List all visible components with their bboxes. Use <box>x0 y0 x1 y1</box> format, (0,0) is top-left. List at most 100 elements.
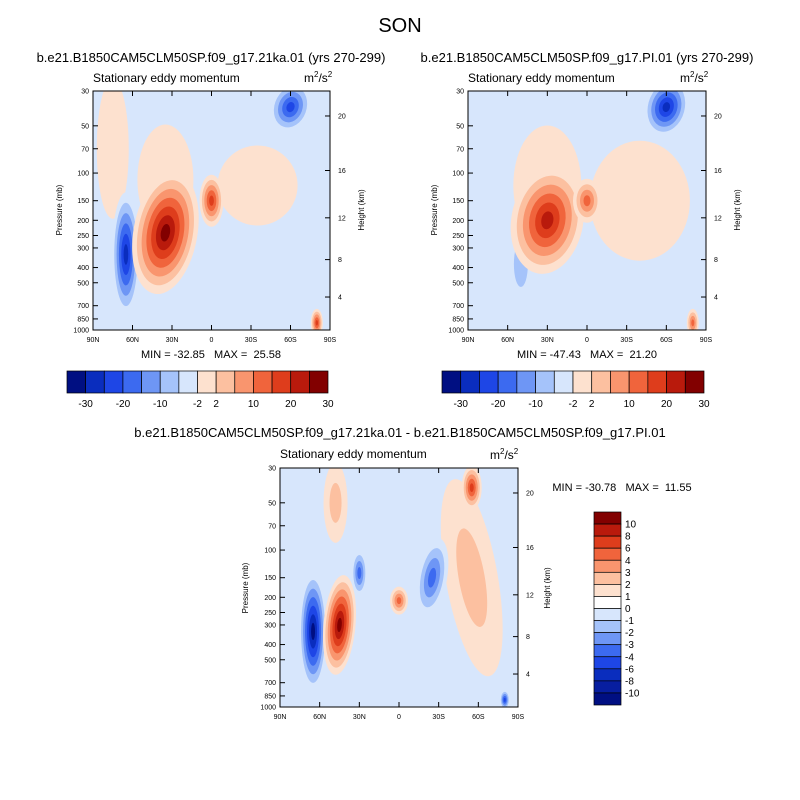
positive-contour <box>589 140 690 261</box>
panel-left: b.e21.B1850CAM5CLM50SP.f09_g17.21ka.01 (… <box>37 50 386 410</box>
colorbar-swatch <box>647 370 667 394</box>
y-tick-label: 850 <box>77 316 89 323</box>
units-divisor: /s <box>694 71 703 85</box>
colorbar-label: 1 <box>625 592 631 603</box>
x-tick-label: 90N <box>87 337 100 344</box>
colorbar-swatch <box>572 370 593 394</box>
field-area <box>468 91 706 330</box>
x-tick-label: 60N <box>126 337 139 344</box>
colorbar-swatch <box>593 511 622 525</box>
x-tick-label: 30N <box>353 714 366 721</box>
panel-difference: b.e21.B1850CAM5CLM50SP.f09_g17.21ka.01 -… <box>134 425 691 721</box>
y-tick-label: 200 <box>77 218 89 225</box>
contour-field <box>299 468 510 707</box>
plot-subtitle: Stationary eddy momentum <box>468 71 615 85</box>
y-tick-label: 700 <box>264 680 276 687</box>
y-tick-label: 300 <box>77 245 89 252</box>
y-tick-label: 250 <box>452 233 464 240</box>
colorbar-swatch <box>66 370 86 394</box>
height-tick-label: 12 <box>714 215 722 222</box>
y-tick-label: 700 <box>77 303 89 310</box>
colorbar-swatch <box>628 370 649 394</box>
height-tick-label: 16 <box>526 545 534 552</box>
colorbar-label: -4 <box>625 652 634 663</box>
negative-contour <box>503 697 506 702</box>
case-title: b.e21.B1850CAM5CLM50SP.f09_g17.21ka.01 (… <box>37 50 386 65</box>
height-tick-label: 8 <box>714 257 718 264</box>
colorbar-swatch <box>103 370 124 394</box>
field-area <box>93 91 330 330</box>
colorbar-label: 20 <box>661 399 673 410</box>
colorbar-label: -20 <box>491 399 506 410</box>
x-tick-label: 60S <box>660 337 673 344</box>
height-tick-label: 8 <box>338 257 342 264</box>
positive-contour <box>396 597 402 605</box>
y-axis-label: Pressure (mb) <box>55 184 64 235</box>
colorbar-swatch <box>290 370 310 394</box>
plot-subtitle: Stationary eddy momentum <box>280 447 427 461</box>
colorbar-swatch <box>85 370 105 394</box>
colorbar-swatch <box>593 644 622 658</box>
colorbar-label: 10 <box>248 399 260 410</box>
units-base: m <box>490 448 500 462</box>
x-tick-label: 90N <box>462 337 475 344</box>
colorbar-swatch <box>141 370 161 394</box>
min-max-text: MIN = -47.43 MAX = 21.20 <box>517 349 657 361</box>
plot-subtitle: Stationary eddy momentum <box>93 71 240 85</box>
colorbar-swatch <box>593 668 622 682</box>
height-tick-label: 20 <box>714 113 722 120</box>
colorbar-label: -30 <box>78 399 93 410</box>
x-tick-label: 60N <box>501 337 514 344</box>
y-tick-label: 30 <box>81 89 89 96</box>
y-tick-label: 30 <box>456 89 464 96</box>
height-tick-label: 20 <box>526 490 534 497</box>
y-tick-label: 150 <box>77 198 89 205</box>
case-title: b.e21.B1850CAM5CLM50SP.f09_g17.21ka.01 -… <box>134 425 665 440</box>
min-max-text: MIN = -32.85 MAX = 25.58 <box>141 349 281 361</box>
y-tick-label: 70 <box>456 146 464 153</box>
colorbar-label: 6 <box>625 544 631 555</box>
y-tick-label: 100 <box>264 548 276 555</box>
y-tick-label: 150 <box>452 198 464 205</box>
units-exponent: 2 <box>690 70 695 79</box>
y-tick-label: 850 <box>264 693 276 700</box>
units-label: m2/s2 <box>490 447 519 462</box>
colorbar-swatch <box>593 584 622 597</box>
colorbar-label: -2 <box>569 399 578 410</box>
positive-contour <box>456 528 488 627</box>
height-tick-label: 12 <box>338 215 346 222</box>
x-tick-label: 0 <box>210 337 214 344</box>
y-tick-label: 1000 <box>448 328 464 335</box>
axes: 90N 60N 30N 0 30S 60S 90S 30 50 70 100 150 200 250 300… <box>73 89 345 345</box>
colorbar-swatch <box>309 370 329 394</box>
y-tick-label: 500 <box>264 657 276 664</box>
colorbar-label: -3 <box>625 640 634 651</box>
colorbar-label: 3 <box>625 568 631 579</box>
x-tick-label: 30N <box>166 337 179 344</box>
colorbar-swatch <box>593 535 622 549</box>
negative-contour <box>123 244 129 265</box>
colorbar-swatch <box>593 656 622 670</box>
y-tick-label: 150 <box>264 575 276 582</box>
colorbar-label: -2 <box>625 628 634 639</box>
colorbar-swatch <box>197 370 217 394</box>
colorbar-label: 2 <box>589 399 595 410</box>
y-tick-label: 200 <box>264 595 276 602</box>
colorbar-swatch <box>593 571 622 585</box>
colorbar-label: -10 <box>153 399 168 410</box>
units-exponent: 2 <box>500 447 505 456</box>
positive-contour <box>337 617 342 633</box>
units-exponent: 2 <box>314 70 319 79</box>
panel-right: b.e21.B1850CAM5CLM50SP.f09_g17.PI.01 (yr… <box>421 50 754 410</box>
colorbar-label: 20 <box>285 399 297 410</box>
axes: 90N 60N 30N 0 30S 60S 90S 30 50 70 100 150 200 250 300… <box>260 466 533 722</box>
positive-contour <box>469 483 474 493</box>
y-tick-label: 100 <box>452 171 464 178</box>
x-tick-label: 30S <box>432 714 445 721</box>
field-area <box>280 468 518 707</box>
colorbar-swatch <box>593 547 622 561</box>
colorbar-label: -30 <box>453 399 468 410</box>
x-tick-label: 60N <box>313 714 326 721</box>
negative-contour <box>662 102 671 113</box>
height-tick-label: 12 <box>526 592 534 599</box>
